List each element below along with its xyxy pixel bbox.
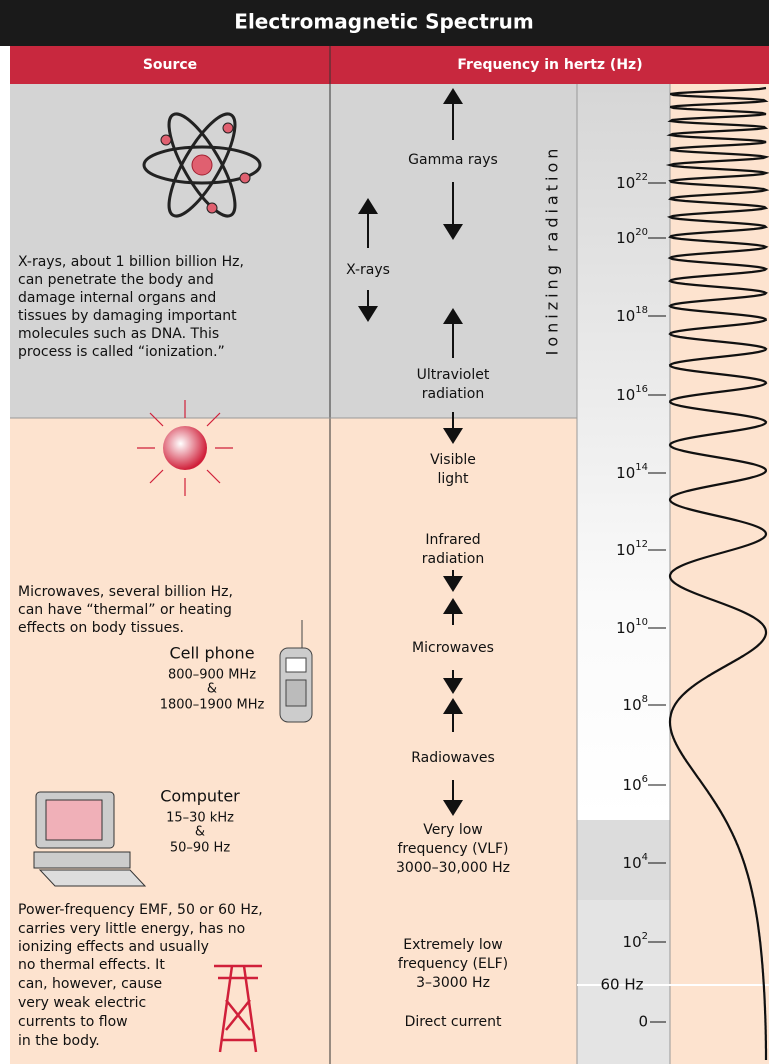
- page: {"header":{"title":"Electromagnetic Spec…: [0, 0, 769, 1064]
- band-label: radiation: [422, 551, 485, 567]
- source-text: 50–90 Hz: [170, 841, 230, 856]
- source-text: Power-frequency EMF, 50 or 60 Hz,: [18, 902, 263, 918]
- band-label: Very low: [423, 822, 483, 838]
- scale-exp: 12: [635, 539, 648, 550]
- band-label: Ultraviolet: [417, 367, 490, 383]
- scale-base: 10: [616, 307, 635, 325]
- source-text: can have “thermal” or heating: [18, 602, 232, 618]
- scale-base: 10: [616, 541, 635, 559]
- source-text: damage internal organs and: [18, 290, 216, 306]
- band-label: frequency (VLF): [397, 841, 508, 857]
- sun-icon: [137, 400, 233, 496]
- title: Electromagnetic Spectrum: [234, 10, 533, 34]
- band-label: X-rays: [346, 262, 390, 278]
- scale-exp: 22: [635, 172, 648, 183]
- source-text: tissues by damaging important: [18, 308, 237, 324]
- scale-exp: 18: [635, 305, 648, 316]
- source-text: &: [195, 825, 205, 840]
- source-text: very weak electric: [18, 995, 146, 1011]
- source-text: Computer: [160, 787, 240, 806]
- band-label: Infrared: [425, 532, 480, 548]
- scale-base: 10: [616, 464, 635, 482]
- band-label: Radiowaves: [411, 750, 495, 766]
- source-text: no thermal effects. It: [18, 957, 165, 973]
- scale-base: 10: [623, 696, 642, 714]
- source-heading: Source: [143, 57, 197, 73]
- band-label: frequency (ELF): [398, 956, 508, 972]
- scale-exp: 14: [635, 462, 648, 473]
- scale-base: 10: [616, 386, 635, 404]
- header-row: [10, 46, 769, 84]
- ionizing-zone: [10, 84, 577, 418]
- scale-exp: 2: [642, 931, 648, 942]
- source-text: can, however, cause: [18, 976, 162, 992]
- band-label: 3–3000 Hz: [416, 975, 490, 991]
- source-text: &: [207, 682, 217, 697]
- scale-exp: 20: [635, 227, 648, 238]
- scale-base: 10: [623, 854, 642, 872]
- scale-base: 10: [623, 933, 642, 951]
- scale-exp: 4: [642, 852, 648, 863]
- scale-base: 10: [623, 776, 642, 794]
- source-text: can penetrate the body and: [18, 272, 214, 288]
- source-text: currents to flow: [18, 1014, 128, 1030]
- scale-exp: 6: [642, 774, 648, 785]
- band-label: Visible: [430, 452, 476, 468]
- diagram: Electromagnetic Spectrum Source Frequenc…: [0, 0, 769, 1064]
- source-text: process is called “ionization.”: [18, 344, 225, 360]
- scale-base: 10: [616, 174, 635, 192]
- scale-exp: 8: [642, 694, 648, 705]
- source-text: Cell phone: [169, 644, 254, 663]
- frequency-heading: Frequency in hertz (Hz): [457, 57, 642, 73]
- source-text: Microwaves, several billion Hz,: [18, 584, 233, 600]
- band-label: radiation: [422, 386, 485, 402]
- scale-label: 60 Hz: [600, 976, 643, 994]
- source-text: 800–900 MHz: [168, 668, 256, 683]
- ionizing-label: Ionizing radiation: [543, 145, 562, 356]
- band-label: 3000–30,000 Hz: [396, 860, 510, 876]
- source-text: ionizing effects and usually: [18, 939, 209, 955]
- scale-exp: 16: [635, 384, 648, 395]
- source-text: 15–30 kHz: [166, 811, 234, 826]
- scale-exp: 10: [635, 617, 648, 628]
- scale-base: 10: [616, 619, 635, 637]
- band-label: Extremely low: [403, 937, 502, 953]
- band-label: Gamma rays: [408, 152, 498, 168]
- scale-base: 10: [616, 229, 635, 247]
- source-text: effects on body tissues.: [18, 620, 184, 636]
- band-label: Microwaves: [412, 640, 494, 656]
- source-text: molecules such as DNA. This: [18, 326, 219, 342]
- source-text: 1800–1900 MHz: [160, 698, 265, 713]
- source-text: carries very little energy, has no: [18, 921, 245, 937]
- scale-label: 0: [638, 1013, 648, 1031]
- source-text: X-rays, about 1 billion billion Hz,: [18, 254, 244, 270]
- band-label: light: [437, 471, 469, 487]
- source-text: in the body.: [18, 1033, 100, 1049]
- band-label: Direct current: [405, 1014, 502, 1030]
